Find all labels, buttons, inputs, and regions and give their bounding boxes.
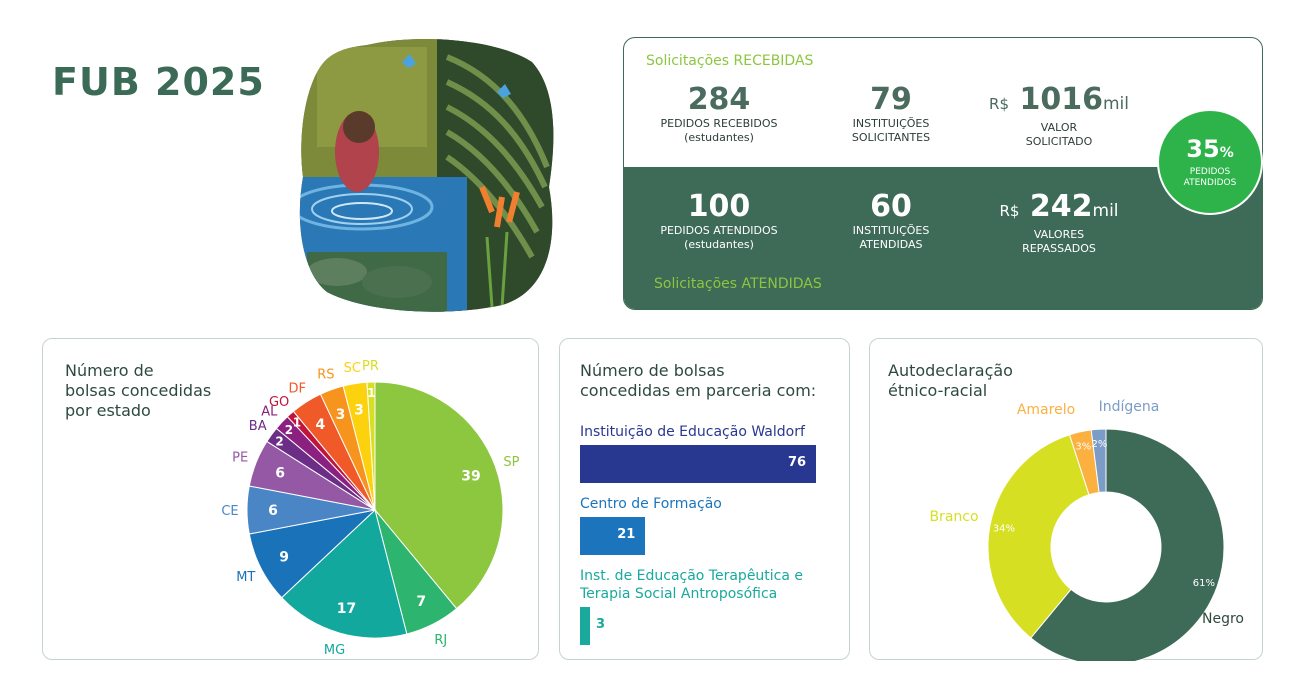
percent-label-negro: 61% [1193,578,1215,589]
currency: R$ [989,95,1009,113]
stat-value: 79 [870,82,912,117]
category-label-sc: SC [344,361,361,376]
percent-label-amarelo: 3% [1075,442,1091,453]
bar-value-1: 76 [788,455,807,470]
pie-slice-sp [374,381,504,610]
badge-unit: % [1219,145,1234,161]
stat-value: 1016 [1019,82,1103,117]
category-label-ba: BA [249,419,267,434]
stat-value-requested: R$ 1016mil VALOR SOLICITADO [974,83,1144,149]
data-label-rj: 7 [416,594,426,610]
chart-title: Número de bolsas concedidas por estado [65,361,212,420]
stat-requests-attended: 100 PEDIDOS ATENDIDOS (estudantes) [634,190,804,252]
data-label-pe: 6 [275,465,285,481]
category-label-ce: CE [221,504,238,519]
pie-slice-mg [280,509,408,639]
category-label-pe: PE [232,451,248,466]
currency: R$ [999,202,1020,220]
category-label-df: DF [289,382,307,397]
donut-slice-indigena [1090,428,1107,493]
bar-3 [580,607,590,645]
bar-label-1: Instituição de Educação Waldorf [580,424,805,440]
category-label-mt: MT [236,570,255,585]
bar-label-2: Centro de Formação [580,496,722,512]
stat-institutions-attended: 60 INSTITUIÇÕES ATENDIDAS [806,190,976,252]
chart-title: Número de bolsas concedidas em parceria … [580,361,817,400]
stat-subcaption: ATENDIDAS [859,238,923,251]
stat-subcaption: (estudantes) [684,131,754,144]
percent-label-branco: 34% [993,524,1015,535]
attended-label: Solicitações ATENDIDAS [654,276,822,292]
bar-value-3: 3 [596,617,606,632]
data-label-sc: 3 [354,402,364,418]
stat-subcaption: SOLICITADO [1025,135,1093,148]
stat-requests-received: 284 PEDIDOS RECEBIDOS (estudantes) [634,83,804,145]
badge-caption: ATENDIDOS [1183,178,1237,188]
data-label-sp: 39 [461,468,480,484]
bar-1 [580,445,816,483]
data-label-df: 4 [315,417,325,433]
category-label-mg: MG [324,643,345,658]
stat-caption: PEDIDOS ATENDIDOS [660,224,778,237]
stat-subcaption: SOLICITANTES [851,131,931,144]
bar-label-3: Inst. de Educação Terapêutica e Terapia … [580,568,804,602]
stat-value: 100 [687,189,751,224]
state-pie-chart: 39 SP 7 RJ 17 MG 9 MT 6 CE 6 PE 2 BA 2 AL 1 GO 4 DF 3 RS 3 SC 1 P… [221,359,519,658]
data-label-ce: 6 [268,503,278,519]
badge-value: 35 [1186,135,1220,163]
donut-slice-negro [1030,428,1225,661]
category-label-amarelo: Amarelo [1017,402,1075,418]
stat-caption: VALOR [1040,121,1078,134]
stat-unit: mil [1092,201,1119,221]
category-label-sp: SP [503,455,519,470]
attended-section [624,167,1262,309]
attended-percent-badge: 35% PEDIDOS ATENDIDOS [1157,109,1263,215]
stat-values-transferred: R$ 242mil VALORES REPASSADOS [974,190,1144,256]
data-label-mg: 17 [337,601,356,617]
pie-slice-pr [366,381,376,511]
chart-title: Autodeclaração étnico-racial [888,361,1013,400]
data-label-al: 2 [285,423,293,437]
ethnic-donut-chart: 61% Negro 34% Branco 3% Amarelo 2% Indígena [929,399,1244,661]
requests-summary-panel: Solicitações RECEBIDAS Solicitações ATEN… [623,37,1263,310]
stat-unit: mil [1102,94,1129,114]
painting-illustration [299,38,554,312]
data-label-ba: 2 [275,435,283,449]
category-label-rj: RJ [434,633,447,648]
received-label: Solicitações RECEBIDAS [646,53,814,69]
bar-value-2: 21 [617,527,636,542]
donut-slice-branco [987,434,1090,639]
category-label-indigena: Indígena [1099,399,1160,415]
stat-caption: VALORES [1033,228,1085,241]
category-label-branco: Branco [929,509,978,525]
category-label-al: AL [261,405,278,420]
data-label-mt: 9 [279,549,289,565]
state-pie-card: Número de bolsas concedidas por estado 3… [42,338,539,660]
data-label-pr: 1 [367,386,375,400]
stat-value: 284 [687,82,751,117]
ethnic-donut-card: Autodeclaração étnico-racial 61% Negro 34%… [869,338,1263,661]
page-title: FUB 2025 [52,60,265,104]
stat-subcaption: REPASSADOS [1022,242,1096,255]
partnership-bar-card: Número de bolsas concedidas em parceria … [559,338,850,660]
category-label-negro: Negro [1202,611,1244,627]
stat-value: 60 [870,189,912,224]
stat-value: 242 [1029,189,1093,224]
category-label-go: GO [269,395,289,410]
stat-caption: PEDIDOS RECEBIDOS [660,117,778,130]
data-label-rs: 3 [336,407,346,423]
stat-institutions-requesting: 79 INSTITUIÇÕES SOLICITANTES [806,83,976,145]
category-label-pr: PR [362,359,379,374]
stat-caption: INSTITUIÇÕES [852,224,930,237]
badge-caption: PEDIDOS [1189,167,1231,177]
bar-2 [580,517,646,555]
data-label-go: 1 [293,415,301,429]
stat-subcaption: (estudantes) [684,238,754,251]
stat-caption: INSTITUIÇÕES [852,117,930,130]
percent-label-indigena: 2% [1092,439,1108,450]
category-label-rs: RS [317,368,334,383]
